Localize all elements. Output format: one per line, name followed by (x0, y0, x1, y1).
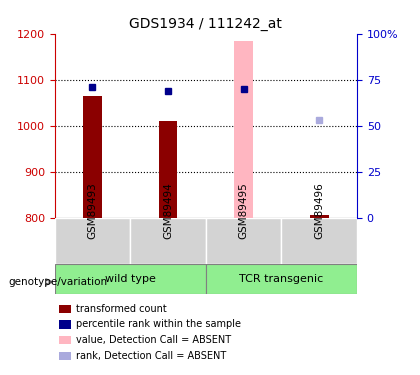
Bar (55, 264, 206, 294)
Text: GSM89495: GSM89495 (239, 182, 249, 238)
Text: rank, Detection Call = ABSENT: rank, Detection Call = ABSENT (76, 351, 226, 361)
Bar (206, 217, 281, 264)
Bar (310, 215, 328, 217)
Text: percentile rank within the sample: percentile rank within the sample (76, 320, 241, 329)
Bar (206, 264, 357, 294)
Bar (234, 40, 253, 218)
Text: value, Detection Call = ABSENT: value, Detection Call = ABSENT (76, 335, 231, 345)
Text: GSM89496: GSM89496 (314, 182, 324, 238)
Bar (130, 217, 206, 264)
Text: genotype/variation: genotype/variation (8, 277, 108, 287)
Bar (83, 96, 102, 218)
Bar (55, 217, 130, 264)
Bar (281, 217, 357, 264)
Text: GSM89494: GSM89494 (163, 182, 173, 238)
Text: transformed count: transformed count (76, 304, 166, 313)
Title: GDS1934 / 111242_at: GDS1934 / 111242_at (129, 17, 282, 32)
Text: wild type: wild type (105, 274, 156, 284)
Text: GSM89493: GSM89493 (87, 182, 97, 238)
Text: TCR transgenic: TCR transgenic (239, 274, 323, 284)
Bar (159, 121, 178, 218)
